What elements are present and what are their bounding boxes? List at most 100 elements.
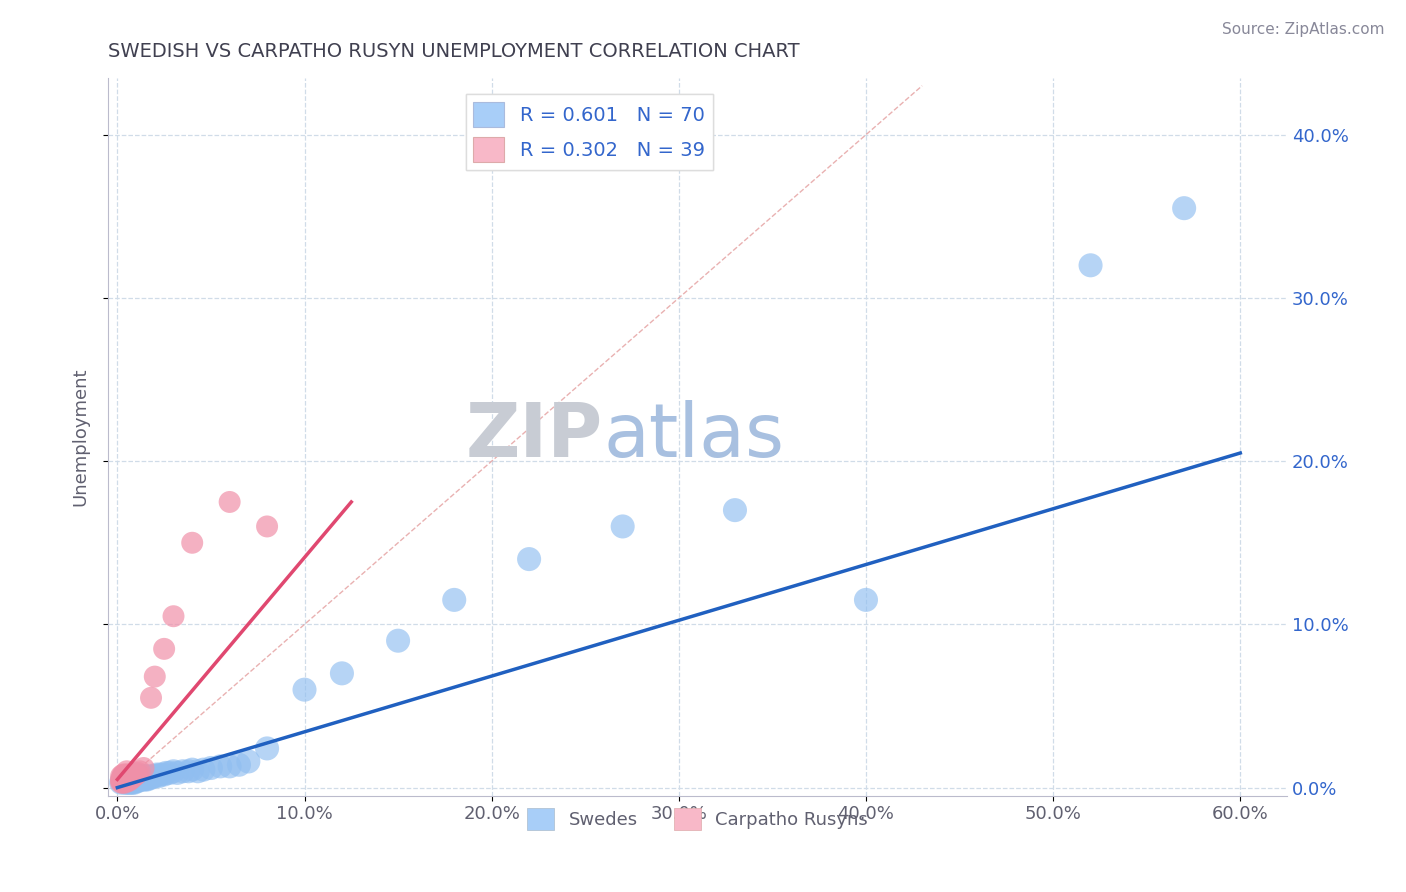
Point <box>125 772 148 787</box>
Point <box>132 772 155 787</box>
Point <box>117 775 139 789</box>
Point <box>256 519 278 533</box>
Point <box>114 772 136 787</box>
Point <box>162 609 184 624</box>
Point <box>120 775 142 789</box>
Point <box>111 774 134 789</box>
Point <box>148 769 170 783</box>
Point <box>132 761 155 775</box>
Point <box>114 775 136 789</box>
Point <box>443 593 465 607</box>
Point <box>187 764 209 779</box>
Point <box>132 769 155 783</box>
Point <box>121 767 143 781</box>
Point <box>193 763 215 777</box>
Point <box>122 775 145 789</box>
Point <box>181 763 204 777</box>
Point <box>115 767 138 781</box>
Point <box>1080 258 1102 272</box>
Point <box>127 771 149 785</box>
Point <box>120 769 142 783</box>
Point <box>117 771 139 785</box>
Point <box>177 764 200 779</box>
Point <box>110 769 132 783</box>
Point <box>134 772 156 787</box>
Point <box>128 764 150 779</box>
Point <box>114 772 136 787</box>
Point <box>256 741 278 756</box>
Point <box>115 774 138 789</box>
Point <box>145 767 167 781</box>
Point <box>111 769 134 783</box>
Point <box>134 769 156 783</box>
Point <box>120 772 142 787</box>
Point <box>117 774 139 789</box>
Point <box>125 767 148 781</box>
Point <box>1173 201 1195 215</box>
Point <box>122 769 145 783</box>
Text: atlas: atlas <box>603 401 785 473</box>
Point <box>111 775 134 789</box>
Point <box>111 772 134 787</box>
Point <box>110 775 132 789</box>
Point <box>128 772 150 787</box>
Point <box>121 772 143 787</box>
Point <box>122 774 145 789</box>
Point <box>166 765 188 780</box>
Point <box>131 772 153 787</box>
Point <box>127 765 149 780</box>
Point <box>114 771 136 785</box>
Point <box>117 767 139 781</box>
Y-axis label: Unemployment: Unemployment <box>72 368 89 506</box>
Point <box>125 767 148 781</box>
Point <box>121 775 143 789</box>
Point <box>115 772 138 787</box>
Point <box>115 771 138 785</box>
Point <box>238 755 260 769</box>
Point <box>121 769 143 783</box>
Point <box>114 775 136 789</box>
Text: SWEDISH VS CARPATHO RUSYN UNEMPLOYMENT CORRELATION CHART: SWEDISH VS CARPATHO RUSYN UNEMPLOYMENT C… <box>108 42 800 61</box>
Point <box>724 503 747 517</box>
Point <box>159 765 181 780</box>
Point <box>143 769 166 783</box>
Point <box>110 774 132 789</box>
Point <box>218 759 240 773</box>
Point <box>218 495 240 509</box>
Point <box>120 769 142 783</box>
Point <box>387 633 409 648</box>
Point <box>181 535 204 549</box>
Point <box>138 771 160 785</box>
Point <box>136 769 159 783</box>
Text: Source: ZipAtlas.com: Source: ZipAtlas.com <box>1222 22 1385 37</box>
Point <box>115 775 138 789</box>
Point <box>114 774 136 789</box>
Point <box>155 765 177 780</box>
Point <box>153 641 176 656</box>
Point <box>330 666 353 681</box>
Point <box>142 769 165 783</box>
Point <box>200 761 222 775</box>
Point <box>125 771 148 785</box>
Point <box>114 767 136 781</box>
Point <box>517 552 540 566</box>
Point <box>136 772 159 787</box>
Point <box>125 774 148 789</box>
Point <box>209 759 232 773</box>
Point <box>115 774 138 789</box>
Point <box>111 771 134 785</box>
Point <box>131 769 153 783</box>
Point <box>139 690 162 705</box>
Point <box>110 775 132 789</box>
Point <box>228 757 250 772</box>
Point <box>172 764 194 779</box>
Point <box>128 769 150 783</box>
Point <box>162 764 184 779</box>
Point <box>153 767 176 781</box>
Point <box>120 772 142 787</box>
Point <box>115 771 138 785</box>
Point <box>121 774 143 789</box>
Point <box>111 774 134 789</box>
Point <box>139 771 162 785</box>
Text: ZIP: ZIP <box>465 401 603 473</box>
